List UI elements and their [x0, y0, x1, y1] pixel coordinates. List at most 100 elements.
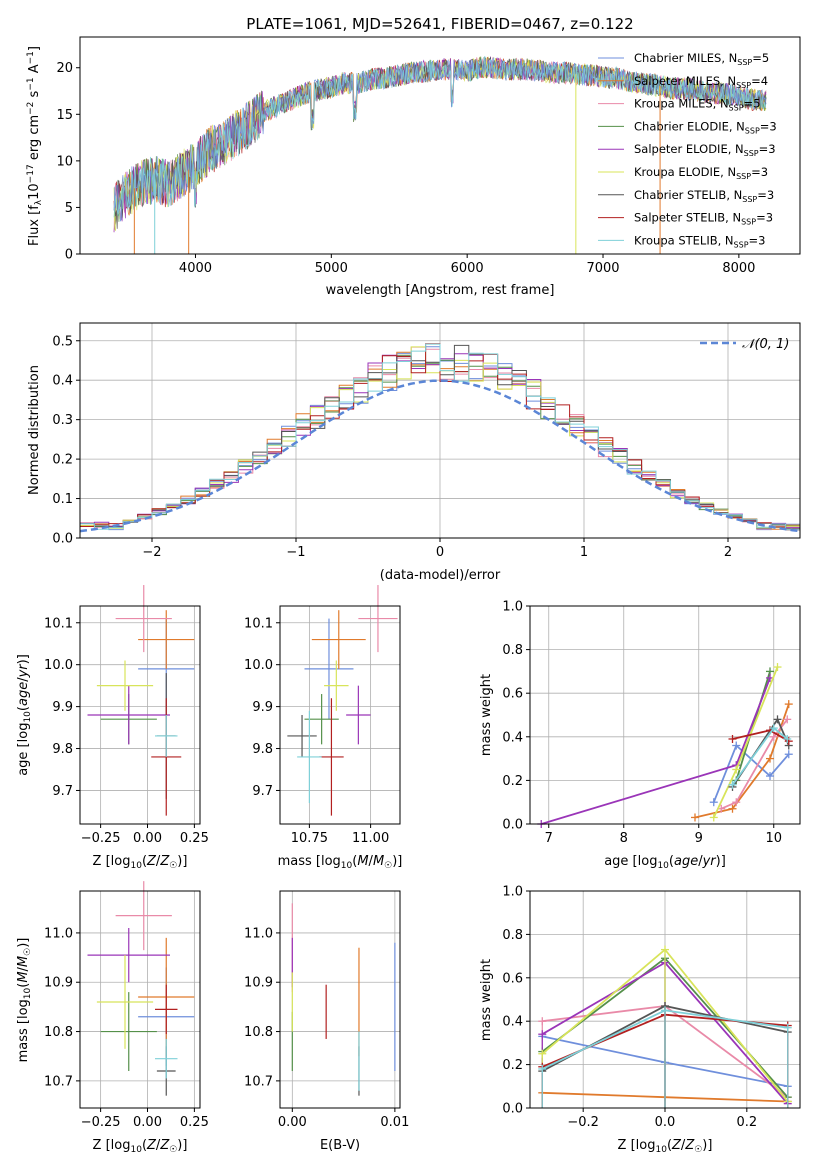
legend-sub: SSP: [729, 104, 744, 113]
legend-label: Chabrier STELIB, NSSP=3: [634, 188, 774, 204]
figure-title: PLATE=1061, MJD=52641, FIBERID=0467, z=0…: [246, 15, 633, 33]
x-tick-label: 2: [724, 545, 732, 560]
panel-mass-age: 10.75 11.00 9.7 9.8 9.9 10.0 10.1 mass [log10(…: [244, 585, 402, 871]
legend-sub: SSP: [745, 126, 760, 135]
y-tick-label: 10: [56, 154, 73, 169]
y-axis-label: Flux [fλ10−17 erg cm−2 s−1 A−1]: [26, 46, 44, 246]
legend-rest: =5: [752, 51, 769, 65]
y-tick-label: 1.0: [502, 600, 523, 615]
x-tick-label: 8: [620, 831, 628, 846]
x-axis-label: wavelength [Angstrom, rest frame]: [326, 283, 555, 298]
legend-label: Chabrier MILES, NSSP=5: [634, 51, 769, 67]
errorbar-point: [346, 685, 371, 745]
errorbar-point: [287, 715, 317, 757]
y-tick-label: 0.6: [502, 971, 523, 986]
x-tick-label: −0.25: [81, 1115, 121, 1130]
panel-z-mass: −0.25 0.00 0.25 10.7 10.8 10.9 11.0 Z [log10(Z…: [16, 881, 209, 1155]
errorbar-point: [319, 698, 344, 816]
series-line: [712, 743, 790, 803]
x-tick-label: 0.2: [736, 1115, 757, 1130]
x-axis-label: Z [log10(Z/Z☉)]: [93, 1138, 188, 1155]
errorbar-point: [358, 585, 398, 653]
y-tick-label: 0.8: [502, 643, 523, 658]
series-line: [732, 729, 790, 742]
panel-z-age: −0.25 0.00 0.25 9.7 9.8 9.9 10.0 10.1 Z [log10(…: [16, 585, 209, 871]
y-tick-label: 0: [65, 248, 73, 263]
errorbar-point: [87, 685, 170, 745]
x-tick-label: 9: [695, 831, 703, 846]
x-tick-label: 1: [580, 545, 588, 560]
y-axis-label: mass weight: [479, 959, 494, 1041]
y-tick-label: 10.1: [44, 616, 73, 631]
y-tick-label: 11.0: [44, 926, 73, 941]
y-tick-label: 0.2: [502, 1058, 523, 1073]
errorbar-point: [115, 881, 172, 951]
axes-frame: [79, 605, 201, 825]
legend-label: Salpeter ELODIE, NSSP=3: [634, 142, 776, 158]
y-tick-label: 10.7: [44, 1074, 73, 1089]
spectra: [113, 55, 767, 254]
y-tick-label: 9.7: [52, 784, 73, 799]
x-tick-label: −2: [142, 545, 161, 560]
axes-frame: [279, 605, 401, 825]
weight-series: [537, 673, 774, 828]
y-tick-label: 0.4: [502, 730, 523, 745]
x-tick-label: 10.75: [291, 831, 328, 846]
errorbar-point: [304, 694, 339, 745]
panel-ebv-mass: 0.00 0.01 10.7 10.8 10.9 11.0 E(B-V): [244, 890, 409, 1153]
x-axis-label: (data-model)/error: [380, 568, 501, 583]
legend-rest: =3: [756, 211, 773, 225]
panel-age-massweight: 7 8 9 10 0.0 0.2 0.4 0.6 0.8 1.0 age [log10(age/y…: [479, 600, 801, 871]
legend-label: Salpeter MILES, NSSP=4: [634, 74, 768, 90]
legend-label: Kroupa ELODIE, NSSP=3: [634, 165, 768, 181]
x-axis-label: age [log10(age/yr)]: [604, 854, 726, 871]
legend-rest: =3: [751, 165, 768, 179]
y-axis-label: mass [log10(M/M☉)]: [16, 938, 33, 1063]
x-tick-label: 0.00: [278, 1115, 307, 1130]
y-tick-label: 0.6: [502, 687, 523, 702]
errorbar-point: [155, 984, 178, 1035]
y-tick-label: 11.0: [244, 926, 273, 941]
errorbar-point: [96, 955, 154, 1049]
errorbar-point: [96, 660, 154, 711]
x-tick-label: 0.25: [180, 1115, 209, 1130]
x-axis-label: Z [log10(Z/Z☉)]: [618, 1138, 713, 1155]
x-axis-label: E(B-V): [320, 1138, 360, 1153]
legend-rest: =3: [757, 188, 774, 202]
legend-rest: =4: [751, 74, 768, 88]
histograms: [80, 343, 800, 533]
y-tick-label: 5: [65, 201, 73, 216]
legend-label: 𝒩(0, 1): [742, 337, 789, 352]
legend-sub: SSP: [744, 149, 759, 158]
legend-rest: =3: [759, 142, 776, 156]
legend-rest: =5: [744, 97, 761, 111]
y-axis-label: age [log10(age/yr)]: [16, 654, 33, 776]
x-tick-label: 11.00: [352, 831, 389, 846]
weight-series: [709, 663, 782, 822]
x-tick-label: −0.25: [81, 831, 121, 846]
legend: Chabrier MILES, NSSP=5 Salpeter MILES, NS…: [598, 51, 777, 249]
x-tick-label: 8000: [722, 261, 755, 276]
x-axis-label: Z [log10(Z/Z☉)]: [93, 854, 188, 871]
x-tick-label: 0.00: [133, 831, 162, 846]
x-tick-label: 0.0: [655, 1115, 676, 1130]
x-tick-label: 10: [765, 831, 782, 846]
weight-series: [538, 1006, 792, 1108]
y-tick-label: 0.4: [52, 374, 73, 389]
x-axis-label: mass [log10(M/M☉)]: [278, 854, 403, 871]
y-tick-label: 0.8: [502, 928, 523, 943]
x-tick-label: 0.01: [380, 1115, 409, 1130]
y-tick-label: 0.2: [52, 453, 73, 468]
legend-label: Chabrier ELODIE, NSSP=3: [634, 119, 777, 135]
y-tick-label: 10.9: [44, 976, 73, 991]
panel-z-massweight: −0.2 0.0 0.2 0.0 0.2 0.4 0.6 0.8 1.0 Z [log10(Z/…: [479, 885, 801, 1155]
y-axis-label: mass weight: [479, 674, 494, 756]
y-tick-label: 0.2: [502, 774, 523, 789]
errorbar-point: [155, 1038, 178, 1079]
legend-sub: SSP: [742, 195, 757, 204]
y-tick-label: 10.0: [44, 658, 73, 673]
y-tick-label: 0.3: [52, 413, 73, 428]
x-tick-label: 7: [545, 831, 553, 846]
y-axis-label: Normed distribution: [27, 365, 42, 495]
